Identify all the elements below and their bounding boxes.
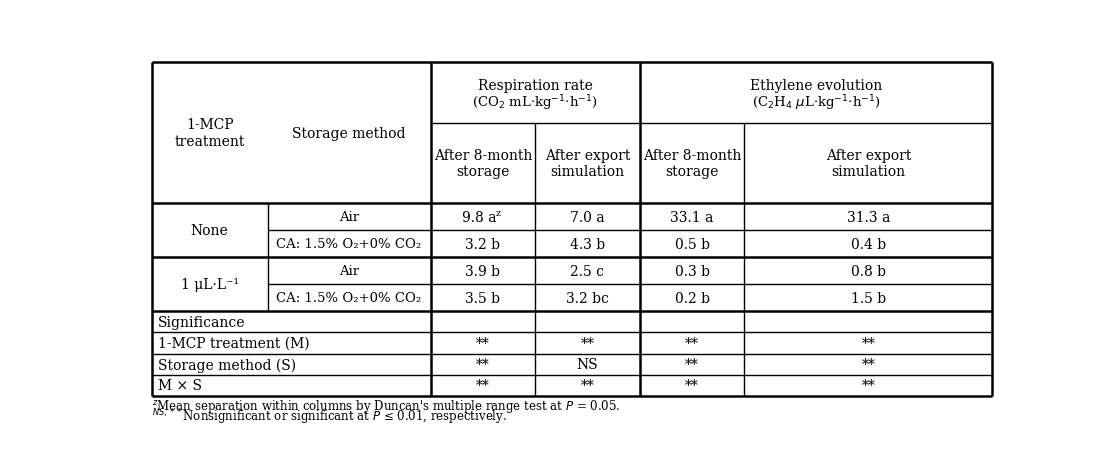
Text: **: ** bbox=[862, 379, 875, 393]
Text: 3.2 b: 3.2 b bbox=[466, 237, 500, 251]
Text: **: ** bbox=[476, 379, 490, 393]
Text: $^{NS, **}$Nonsignificant or significant at $P$ ≤ 0.01, respectively.: $^{NS, **}$Nonsignificant or significant… bbox=[151, 407, 507, 427]
Text: CA: 1.5% O₂+0% CO₂: CA: 1.5% O₂+0% CO₂ bbox=[276, 238, 422, 251]
Text: simulation: simulation bbox=[831, 164, 905, 178]
Text: storage: storage bbox=[457, 164, 509, 178]
Text: After 8-month: After 8-month bbox=[434, 149, 532, 163]
Text: 1 μL·L⁻¹: 1 μL·L⁻¹ bbox=[180, 278, 238, 292]
Text: Storage method: Storage method bbox=[292, 127, 406, 141]
Text: 0.2 b: 0.2 b bbox=[675, 291, 709, 305]
Text: 31.3 a: 31.3 a bbox=[847, 211, 890, 224]
Text: After export: After export bbox=[545, 149, 630, 163]
Text: 2.5 c: 2.5 c bbox=[571, 264, 604, 278]
Text: 1.5 b: 1.5 b bbox=[850, 291, 886, 305]
Text: Air: Air bbox=[339, 211, 359, 224]
Text: simulation: simulation bbox=[551, 164, 624, 178]
Text: None: None bbox=[190, 224, 228, 238]
Text: Significance: Significance bbox=[158, 315, 245, 329]
Text: CA: 1.5% O₂+0% CO₂: CA: 1.5% O₂+0% CO₂ bbox=[276, 291, 422, 304]
Text: 4.3 b: 4.3 b bbox=[570, 237, 605, 251]
Text: 0.3 b: 0.3 b bbox=[675, 264, 709, 278]
Text: (CO$_2$ mL$\cdot$kg$^{-1}$$\cdot$h$^{-1}$): (CO$_2$ mL$\cdot$kg$^{-1}$$\cdot$h$^{-1}… bbox=[472, 93, 599, 112]
Text: **: ** bbox=[476, 336, 490, 350]
Text: **: ** bbox=[685, 358, 699, 372]
Text: storage: storage bbox=[666, 164, 718, 178]
Text: **: ** bbox=[581, 379, 594, 393]
Text: Respiration rate: Respiration rate bbox=[478, 78, 593, 92]
Text: M × S: M × S bbox=[158, 379, 201, 393]
Text: 1-MCP: 1-MCP bbox=[186, 117, 234, 131]
Text: 33.1 a: 33.1 a bbox=[670, 211, 714, 224]
Text: **: ** bbox=[685, 336, 699, 350]
Text: **: ** bbox=[685, 379, 699, 393]
Text: **: ** bbox=[476, 358, 490, 372]
Text: NS: NS bbox=[576, 358, 599, 372]
Text: Air: Air bbox=[339, 265, 359, 278]
Text: (C$_2$H$_4$ $\mu$L$\cdot$kg$^{-1}$$\cdot$h$^{-1}$): (C$_2$H$_4$ $\mu$L$\cdot$kg$^{-1}$$\cdot… bbox=[752, 93, 881, 112]
Text: 1-MCP treatment (M): 1-MCP treatment (M) bbox=[158, 336, 309, 350]
Text: 9.8 a: 9.8 a bbox=[462, 211, 497, 224]
Text: **: ** bbox=[581, 336, 594, 350]
Text: **: ** bbox=[862, 336, 875, 350]
Text: treatment: treatment bbox=[175, 134, 245, 148]
Text: After export: After export bbox=[826, 149, 911, 163]
Text: **: ** bbox=[862, 358, 875, 372]
Text: 7.0 a: 7.0 a bbox=[570, 211, 604, 224]
Text: 3.2 bc: 3.2 bc bbox=[566, 291, 609, 305]
Text: 0.5 b: 0.5 b bbox=[675, 237, 709, 251]
Text: 3.5 b: 3.5 b bbox=[466, 291, 500, 305]
Text: Storage method (S): Storage method (S) bbox=[158, 357, 295, 372]
Text: z: z bbox=[496, 208, 501, 217]
Text: $^z$Mean separation within columns by Duncan's multiple range test at $P$ = 0.05: $^z$Mean separation within columns by Du… bbox=[151, 397, 620, 414]
Text: After 8-month: After 8-month bbox=[643, 149, 741, 163]
Text: 0.8 b: 0.8 b bbox=[850, 264, 886, 278]
Text: 0.4 b: 0.4 b bbox=[850, 237, 886, 251]
Text: 3.9 b: 3.9 b bbox=[466, 264, 500, 278]
Text: Ethylene evolution: Ethylene evolution bbox=[750, 78, 882, 92]
